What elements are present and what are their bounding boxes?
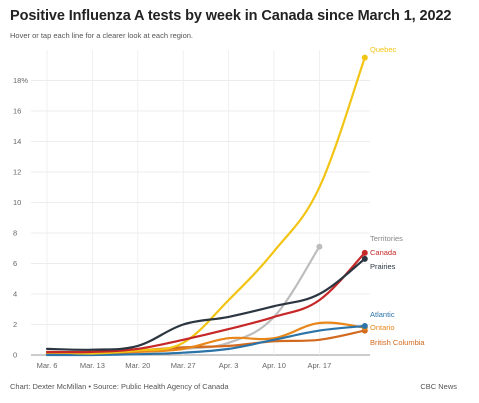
series-end-point-territories[interactable] bbox=[316, 243, 323, 250]
x-tick-label: Mar. 27 bbox=[171, 361, 196, 370]
series-label-british-columbia: British Columbia bbox=[370, 338, 425, 347]
gridlines bbox=[31, 50, 370, 356]
series-end-point-canada[interactable] bbox=[361, 249, 368, 256]
brand-label: CBC News bbox=[420, 382, 457, 391]
x-axis-ticks: Mar. 6 Mar. 13 Mar. 20 Mar. 27 Apr. 3 Apr. 10… bbox=[37, 361, 332, 370]
chart-credit: Chart: Dexter McMillan • Source: Public … bbox=[10, 382, 229, 391]
y-tick-label: 6 bbox=[13, 259, 17, 268]
y-tick-label: 0 bbox=[13, 351, 17, 360]
series-label-atlantic: Atlantic bbox=[370, 310, 395, 319]
x-tick-label: Apr. 3 bbox=[219, 361, 239, 370]
x-tick-label: Mar. 20 bbox=[125, 361, 150, 370]
chart-title: Positive Influenza A tests by week in Ca… bbox=[10, 8, 452, 24]
y-tick-label: 8 bbox=[13, 229, 17, 238]
chart-subtitle: Hover or tap each line for a clearer loo… bbox=[10, 31, 194, 40]
y-tick-label: 2 bbox=[13, 320, 17, 329]
series-labels: Quebec Territories Canada Prairies Atlantic O… bbox=[370, 45, 425, 347]
series-label-territories: Territories bbox=[370, 234, 403, 243]
series-label-quebec: Quebec bbox=[370, 45, 397, 54]
series-line-prairies[interactable] bbox=[45, 257, 366, 351]
series-end-point-prairies[interactable] bbox=[361, 255, 368, 262]
series-label-canada: Canada bbox=[370, 248, 397, 257]
series-lines[interactable] bbox=[45, 54, 368, 357]
y-tick-label: 18% bbox=[13, 76, 28, 85]
y-tick-label: 10 bbox=[13, 198, 21, 207]
y-axis-ticks: 0 2 4 6 8 10 12 14 16 18% bbox=[13, 76, 28, 360]
series-line-quebec[interactable] bbox=[45, 56, 366, 355]
x-tick-label: Mar. 13 bbox=[80, 361, 105, 370]
y-tick-label: 16 bbox=[13, 107, 21, 116]
series-label-prairies: Prairies bbox=[370, 262, 396, 271]
series-label-ontario: Ontario bbox=[370, 323, 395, 332]
series-end-point-atlantic[interactable] bbox=[361, 323, 368, 330]
series-end-point-quebec[interactable] bbox=[361, 54, 368, 61]
series-line-canada[interactable] bbox=[45, 251, 366, 354]
y-tick-label: 12 bbox=[13, 168, 21, 177]
x-tick-label: Apr. 17 bbox=[308, 361, 332, 370]
series-line-atlantic[interactable] bbox=[45, 324, 366, 357]
y-tick-label: 14 bbox=[13, 137, 21, 146]
x-tick-label: Mar. 6 bbox=[37, 361, 58, 370]
y-tick-label: 4 bbox=[13, 290, 17, 299]
x-tick-label: Apr. 10 bbox=[262, 361, 286, 370]
